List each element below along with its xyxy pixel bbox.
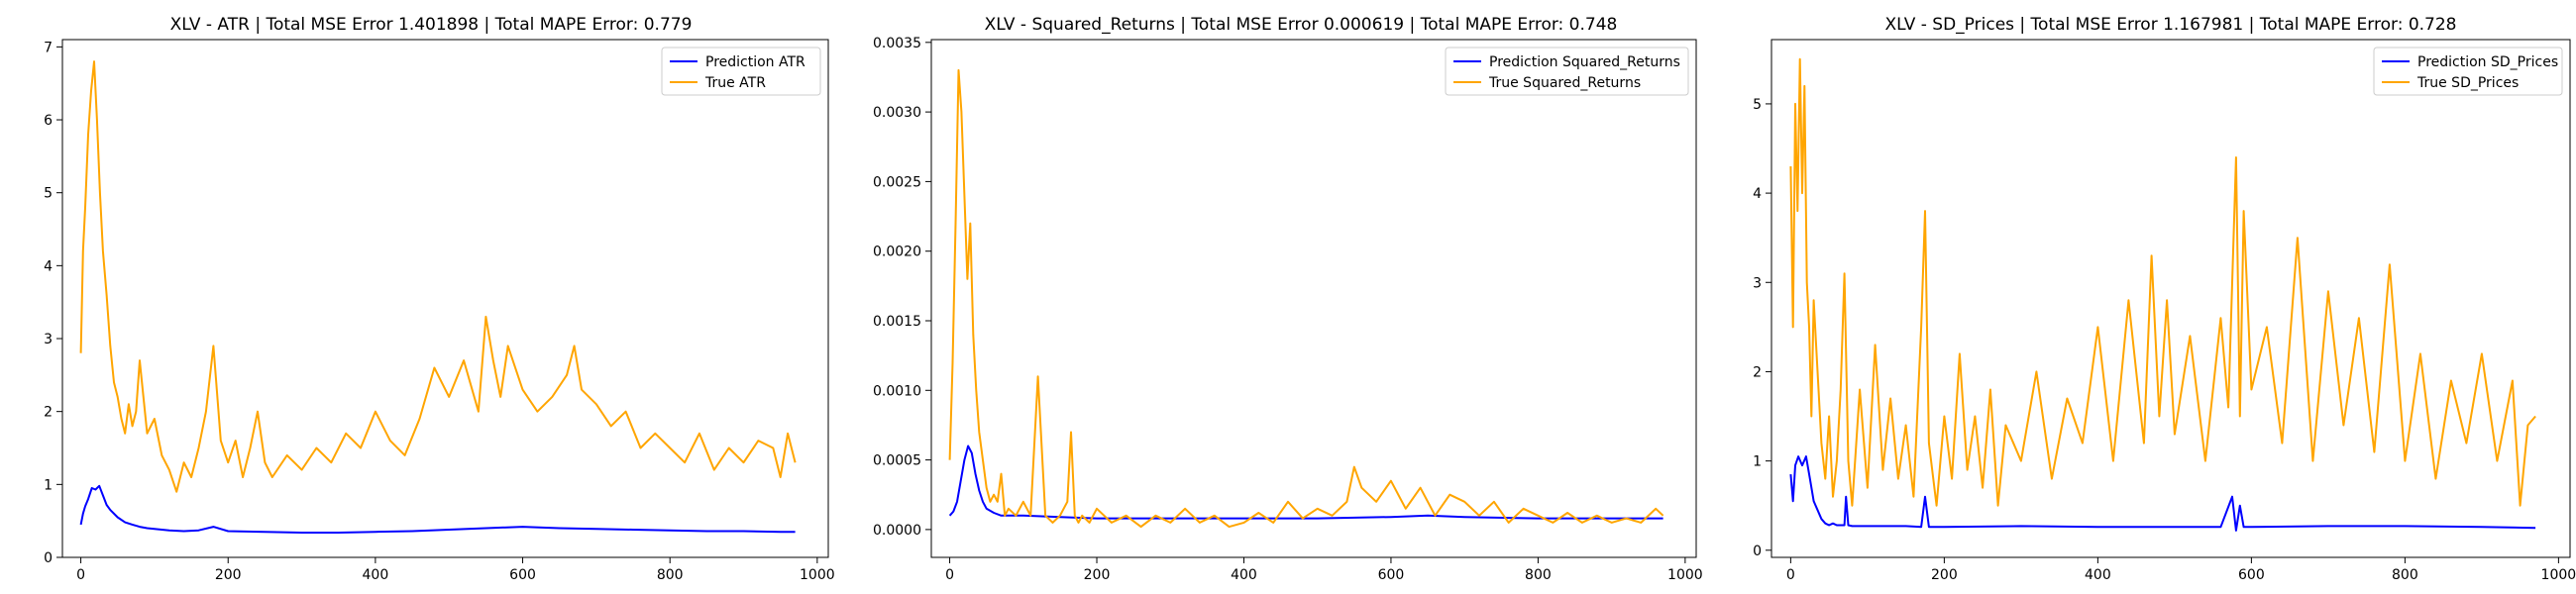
legend-label: Prediction Squared_Returns xyxy=(1489,54,1680,70)
y-tick-label: 4 xyxy=(1753,186,1762,202)
legend-label: Prediction ATR xyxy=(705,54,805,70)
x-tick-label: 0 xyxy=(1786,567,1795,583)
legend: Prediction Squared_Returns True Squared_R… xyxy=(1445,47,1689,96)
series-line-prediction xyxy=(79,484,796,534)
x-tick-label: 600 xyxy=(1378,567,1405,583)
y-tick-label: 0.0020 xyxy=(873,245,921,260)
legend-label: True SD_Prices xyxy=(2416,75,2519,91)
legend: Prediction SD_Prices True SD_Prices xyxy=(2373,47,2563,96)
axes-frame xyxy=(61,39,829,558)
series-line-true xyxy=(79,60,797,493)
y-tick-label: 5 xyxy=(44,186,53,202)
y-tick-label: 4 xyxy=(44,258,53,274)
y-tick-label: 0.0035 xyxy=(873,36,921,51)
series-line-prediction xyxy=(948,445,1664,520)
y-tick-label: 3 xyxy=(44,332,53,347)
legend-box xyxy=(1445,47,1689,96)
legend-box xyxy=(661,47,821,96)
subplot-sd-prices: XLV - SD_Prices | Total MSE Error 1.1679… xyxy=(1753,15,2576,583)
y-tick-label: 0.0015 xyxy=(873,314,921,330)
subplot-squared-returns: XLV - Squared_Returns | Total MSE Error … xyxy=(873,15,1703,583)
x-tick-label: 800 xyxy=(1525,567,1552,583)
y-tick-label: 1 xyxy=(44,477,53,493)
y-tick-label: 0.0030 xyxy=(873,105,921,121)
x-tick-label: 200 xyxy=(1931,567,1958,583)
x-tick-label: 1000 xyxy=(2541,567,2576,583)
y-tick-label: 0.0025 xyxy=(873,174,921,190)
series-line-prediction xyxy=(1789,455,2536,532)
x-tick-label: 0 xyxy=(945,567,954,583)
x-tick-label: 400 xyxy=(1231,567,1257,583)
subplot-title: XLV - Squared_Returns | Total MSE Error … xyxy=(985,15,1618,35)
legend-label: True Squared_Returns xyxy=(1488,75,1641,91)
x-tick-label: 1000 xyxy=(800,567,835,583)
subplot-title: XLV - SD_Prices | Total MSE Error 1.1679… xyxy=(1884,15,2456,35)
y-tick-label: 5 xyxy=(1753,97,1762,113)
y-tick-label: 3 xyxy=(1753,275,1762,291)
legend-box xyxy=(2373,47,2563,96)
axes-frame xyxy=(930,39,1697,558)
plot-area: 0 200 400 600 800 1000 0 1 2 3 4 5 6 7 xyxy=(44,39,835,583)
y-tick-label: 2 xyxy=(44,405,53,421)
y-tick-label: 0 xyxy=(1753,544,1762,559)
plot-area: 0 200 400 600 800 1000 0.0000 0.0005 0.0010 0.001… xyxy=(873,36,1703,583)
y-tick-label: 0 xyxy=(44,550,53,566)
x-tick-label: 600 xyxy=(2238,567,2265,583)
x-tick-label: 800 xyxy=(2392,567,2418,583)
legend-label: True ATR xyxy=(704,75,766,91)
plot-area: 0 200 400 600 800 1000 0 1 2 3 4 5 xyxy=(1753,39,2576,583)
x-tick-label: 400 xyxy=(363,567,389,583)
y-tick-label: 0.0010 xyxy=(873,383,921,399)
y-tick-label: 0.0000 xyxy=(873,523,921,539)
legend-label: Prediction SD_Prices xyxy=(2417,54,2558,70)
x-tick-label: 200 xyxy=(1084,567,1111,583)
y-tick-label: 6 xyxy=(44,113,53,129)
subplot-title: XLV - ATR | Total MSE Error 1.401898 | T… xyxy=(170,15,693,35)
y-tick-label: 7 xyxy=(44,40,53,55)
y-tick-label: 2 xyxy=(1753,364,1762,380)
x-tick-label: 600 xyxy=(509,567,536,583)
x-tick-label: 1000 xyxy=(1667,567,1703,583)
x-tick-label: 800 xyxy=(657,567,684,583)
y-tick-label: 0.0005 xyxy=(873,453,921,469)
subplot-atr: XLV - ATR | Total MSE Error 1.401898 | T… xyxy=(44,15,835,583)
legend: Prediction ATR True ATR xyxy=(661,47,821,96)
series-line-true xyxy=(1789,57,2536,507)
series-line-true xyxy=(948,68,1664,529)
x-tick-label: 200 xyxy=(215,567,242,583)
y-tick-label: 1 xyxy=(1753,454,1762,470)
x-tick-label: 0 xyxy=(76,567,85,583)
axes-frame xyxy=(1771,39,2571,558)
x-tick-label: 400 xyxy=(2085,567,2111,583)
